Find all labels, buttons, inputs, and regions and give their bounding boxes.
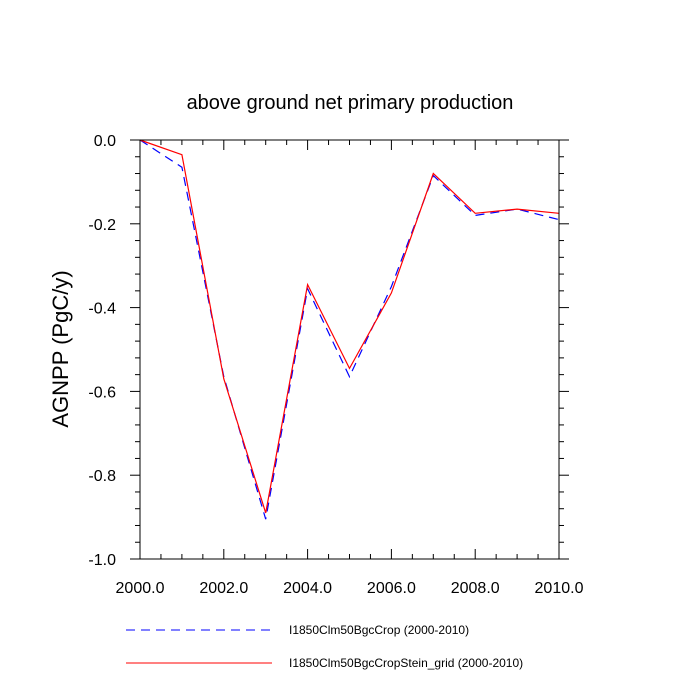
series-line-0 [139,139,560,520]
x-tick-label: 2004.0 [283,580,332,597]
y-tick-label: -0.2 [88,217,116,234]
plot-lines [139,139,560,520]
y-tick-label: -0.8 [88,468,116,485]
y-tick-label: -0.4 [88,301,116,318]
y-tick-label: -1.0 [88,552,116,569]
axis-ticks [130,139,569,560]
y-tick-label: 0.0 [94,133,116,150]
x-tick-label: 2008.0 [451,580,500,597]
x-tick-label: 2010.0 [535,580,584,597]
series-line-1 [139,139,560,514]
plot-frame [139,139,560,560]
y-tick-label: -0.6 [88,384,116,401]
legend: I1850Clm50BgcCrop (2000-2010) I1850Clm50B… [126,623,523,670]
x-tick-label: 2000.0 [116,580,165,597]
legend-label-1: I1850Clm50BgcCropStein_grid (2000-2010) [289,656,523,670]
y-axis-label: AGNPP (PgC/y) [48,270,73,427]
x-tick-label: 2002.0 [199,580,248,597]
legend-label-0: I1850Clm50BgcCrop (2000-2010) [289,623,469,637]
chart-title: above ground net primary production [187,92,514,114]
tick-labels: 2000.0 2002.0 2004.0 2006.0 2008.0 2010.0 0.0 -… [88,133,583,597]
x-tick-label: 2006.0 [367,580,416,597]
